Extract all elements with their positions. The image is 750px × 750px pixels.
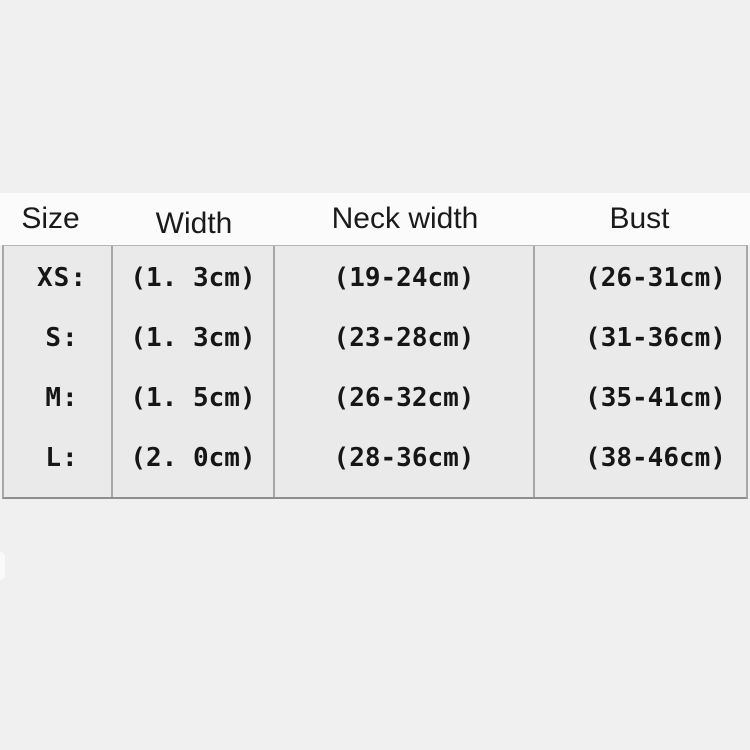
table-header-row: Size Width Neck width Bust [0, 193, 750, 245]
column-header-size: Size [21, 202, 80, 235]
table-column-neck-width: (19-24cm) (23-28cm) (26-32cm) (28-36cm) [275, 246, 535, 497]
cell-s-bust: (31-36cm) [585, 323, 726, 353]
cell-m-size: M: [45, 383, 79, 413]
cell-xs-bust: (26-31cm) [585, 263, 726, 293]
left-edge-highlight [0, 552, 5, 580]
cell-s-width: (1. 3cm) [130, 323, 256, 353]
cell-m-neck-width: (26-32cm) [333, 383, 475, 413]
column-header-width: Width [155, 207, 233, 240]
cell-l-size: L: [45, 443, 79, 473]
cell-xs-neck-width: (19-24cm) [333, 263, 475, 293]
size-table-body: XS: S: M: L: (1. 3cm) (1. 3cm) (1. 5cm) … [2, 245, 748, 499]
table-column-bust: (26-31cm) (31-36cm) (35-41cm) (38-46cm) [535, 246, 746, 497]
cell-s-neck-width: (23-28cm) [333, 323, 475, 353]
cell-l-bust: (38-46cm) [585, 443, 726, 473]
cell-xs-size: XS: [37, 263, 87, 293]
table-column-width: (1. 3cm) (1. 3cm) (1. 5cm) (2. 0cm) [113, 246, 275, 497]
table-column-size: XS: S: M: L: [4, 246, 113, 497]
cell-l-width: (2. 0cm) [130, 443, 256, 473]
column-header-bust: Bust [609, 202, 670, 235]
column-header-neck-width: Neck width [331, 202, 479, 235]
cell-m-bust: (35-41cm) [585, 383, 726, 413]
cell-m-width: (1. 5cm) [130, 383, 256, 413]
cell-xs-width: (1. 3cm) [130, 263, 256, 293]
cell-s-size: S: [45, 323, 79, 353]
cell-l-neck-width: (28-36cm) [333, 443, 475, 473]
